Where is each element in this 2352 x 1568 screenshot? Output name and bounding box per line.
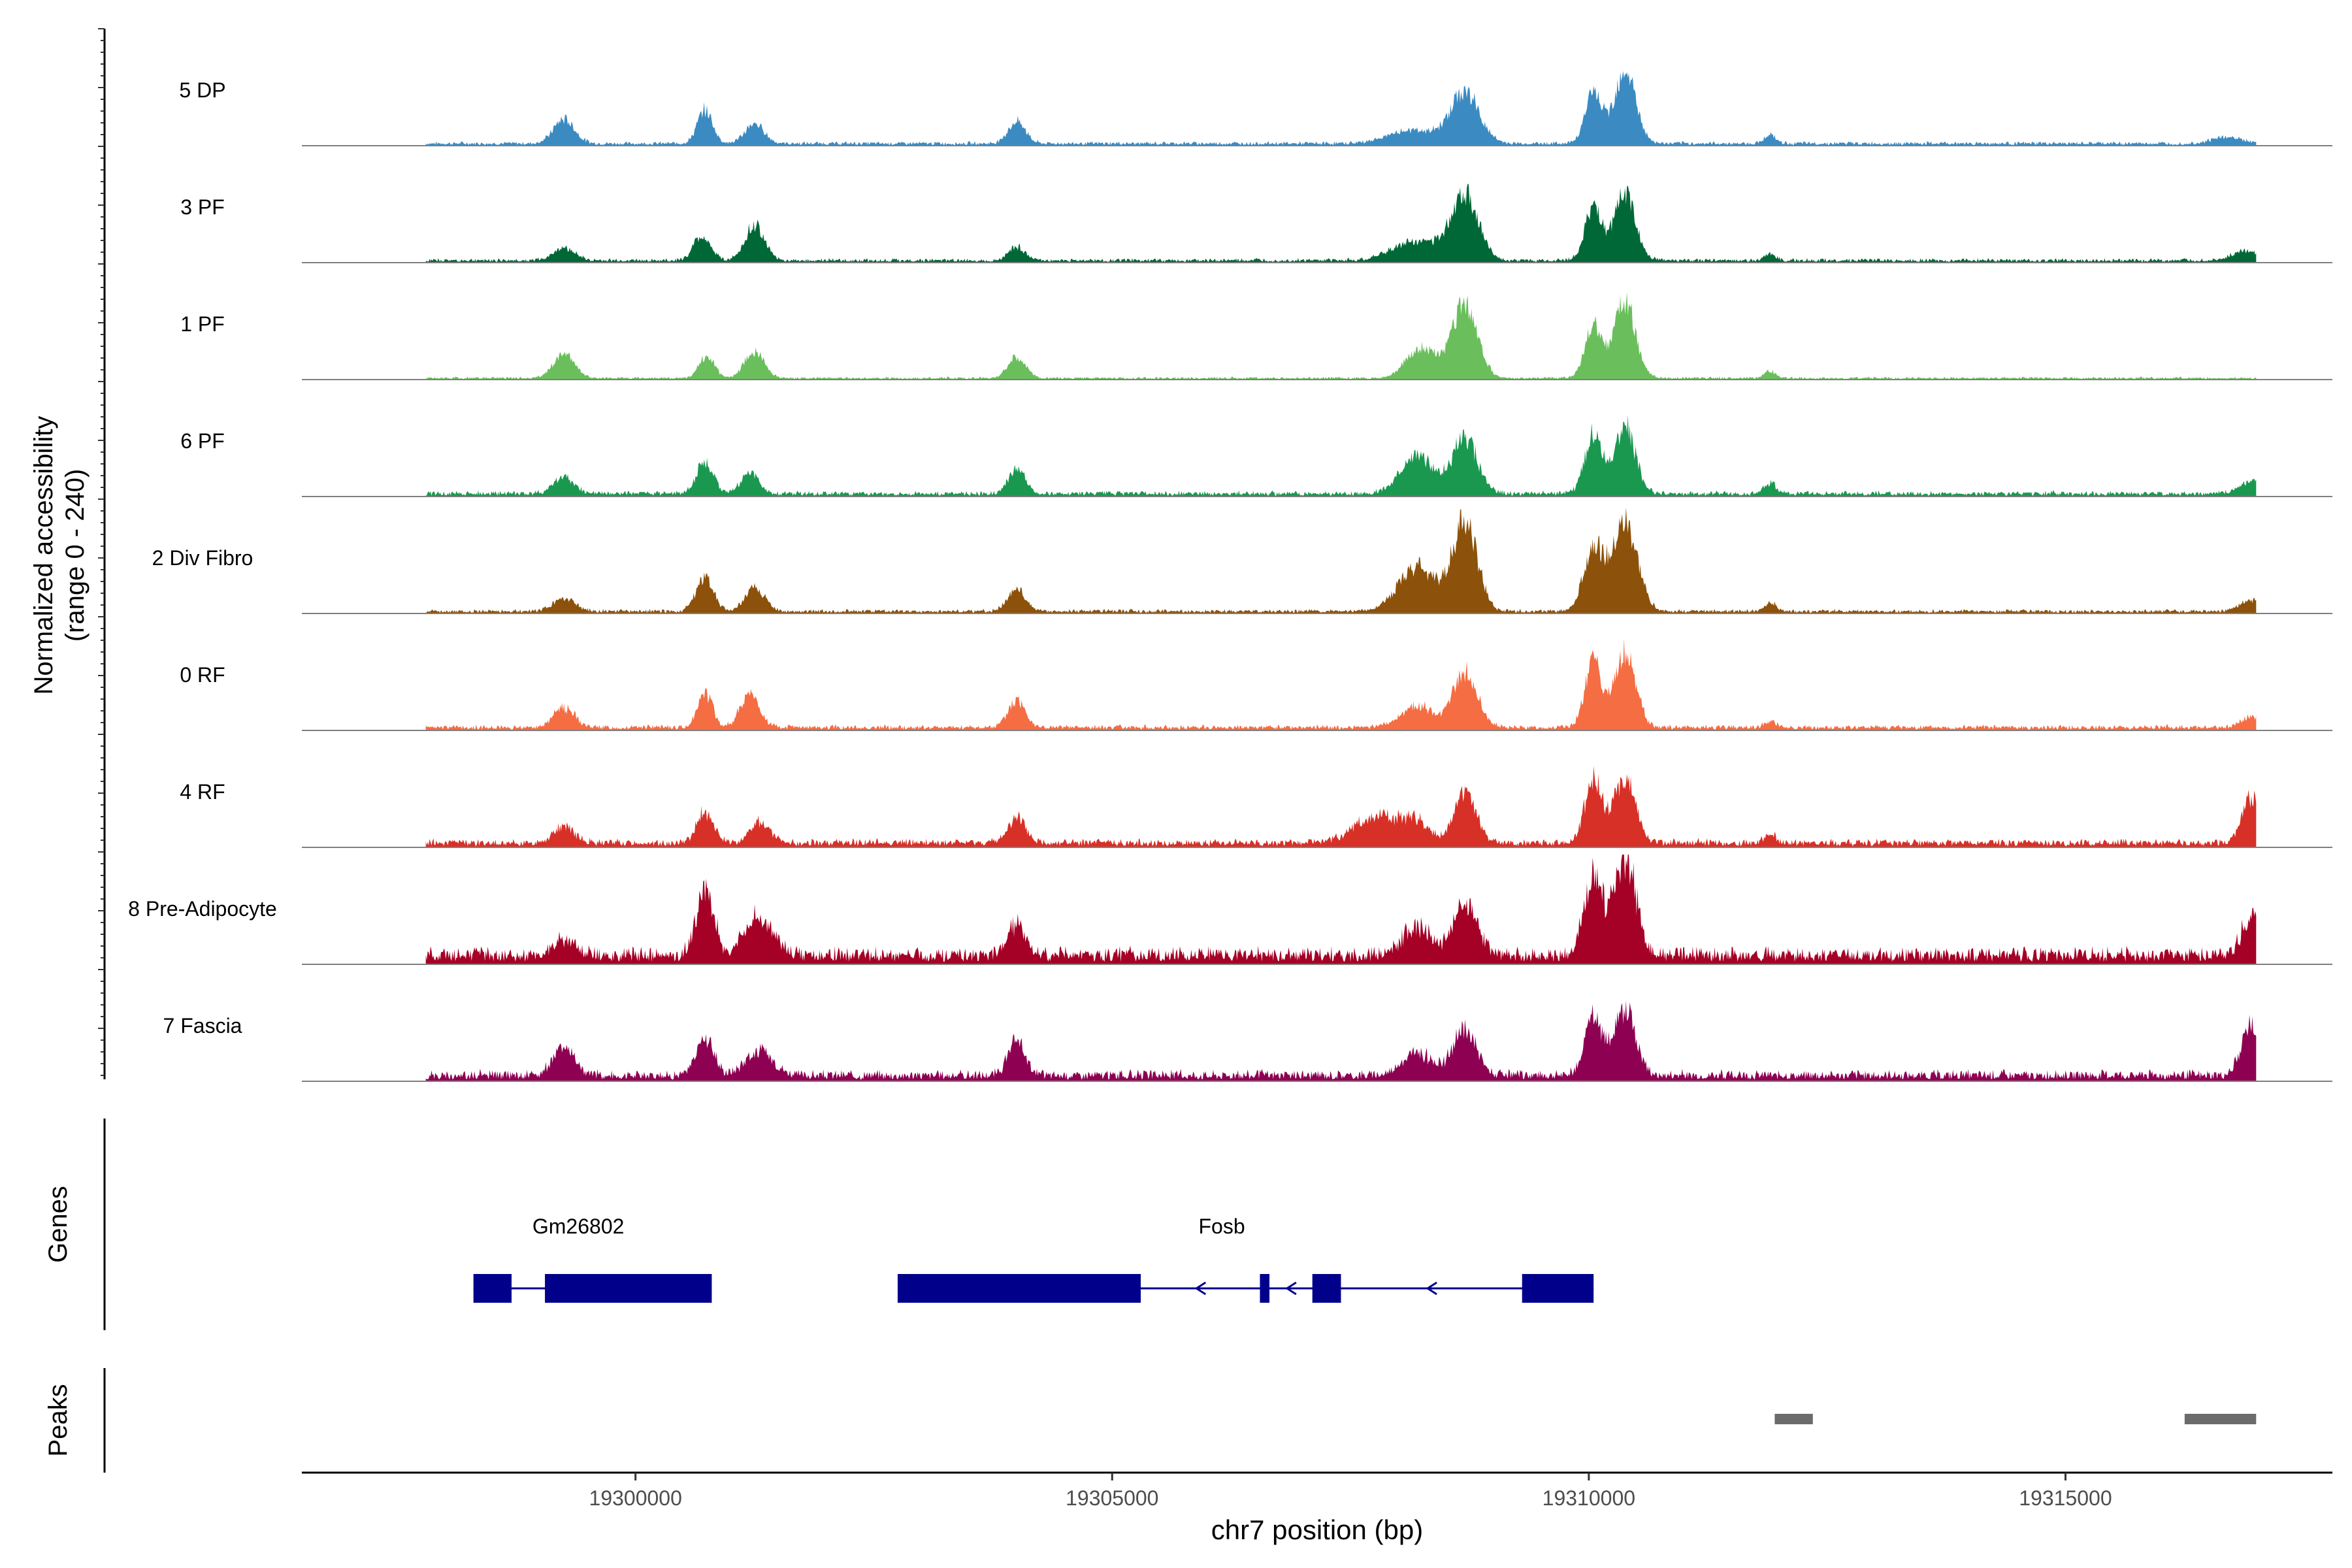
x-axis-label: chr7 position (bp) [1211, 1514, 1424, 1545]
gene-fosb: Fosb [897, 1215, 1594, 1303]
gene-exon [473, 1274, 512, 1303]
track-3-pf: 3 PF [180, 184, 2332, 263]
gene-exon [1522, 1274, 1594, 1303]
gene-annotation-track: Gm26802 Fosb [473, 1215, 1594, 1303]
track-0-rf: 0 RF [180, 638, 2332, 731]
track-label: 6 PF [180, 429, 225, 453]
genes-panel-label: Genes [44, 1186, 73, 1263]
coverage-y-axis-ticks [98, 28, 105, 1076]
track-2-div-fibro: 2 Div Fibro [152, 507, 2332, 614]
track-label: 8 Pre-Adipocyte [128, 897, 277, 921]
coverage-tracks: 5 DP 3 PF 1 PF 6 PF 2 Div Fibro 0 RF 4 RF 8 Pre… [128, 71, 2332, 1082]
track-label: 4 RF [180, 780, 225, 804]
gene-label: Fosb [1199, 1215, 1245, 1238]
coverage-area [425, 184, 2257, 263]
x-tick-label: 19310000 [1543, 1486, 1635, 1510]
gene-label: Gm26802 [532, 1215, 625, 1238]
coverage-area [425, 855, 2257, 964]
strand-arrow-icon [1194, 1281, 1207, 1296]
gene-exon [1312, 1274, 1341, 1303]
coverage-area [425, 1000, 2257, 1081]
track-label: 0 RF [180, 663, 225, 687]
track-label: 2 Div Fibro [152, 546, 253, 570]
track-label: 3 PF [180, 195, 225, 219]
gene-gm26802: Gm26802 [473, 1215, 712, 1303]
coverage-area [425, 766, 2257, 847]
coverage-area [425, 638, 2257, 730]
track-1-pf: 1 PF [180, 291, 2332, 380]
coverage-area [425, 415, 2257, 497]
x-tick-label: 19305000 [1066, 1486, 1158, 1510]
track-5-dp: 5 DP [179, 71, 2332, 146]
track-7-fascia: 7 Fascia [163, 1000, 2332, 1082]
y-axis-label-line2: (range 0 - 240) [61, 469, 90, 642]
x-axis-ticks: 19300000 19305000 19310000 19315000 [589, 1473, 2112, 1510]
track-label: 5 DP [179, 78, 225, 102]
track-label: 7 Fascia [163, 1014, 242, 1037]
track-6-pf: 6 PF [180, 415, 2332, 497]
coverage-area [425, 507, 2257, 613]
coverage-area [425, 291, 2257, 380]
peak-track [1774, 1414, 2257, 1424]
gene-exon [897, 1274, 1141, 1303]
track-8-pre-adipocyte: 8 Pre-Adipocyte [128, 855, 2332, 965]
strand-arrow-icon [1426, 1281, 1437, 1296]
x-tick-label: 19315000 [2019, 1486, 2112, 1510]
peaks-panel-label: Peaks [44, 1384, 73, 1456]
gene-exon [545, 1274, 712, 1303]
track-4-rf: 4 RF [180, 766, 2332, 848]
y-axis-label-line1: Normalized accessibility [29, 416, 58, 695]
x-tick-label: 19300000 [589, 1486, 682, 1510]
strand-arrow-icon [1285, 1281, 1297, 1296]
peak-region [1774, 1414, 1813, 1424]
track-label: 1 PF [180, 312, 225, 336]
peak-region [2184, 1414, 2257, 1424]
coverage-area [425, 71, 2257, 146]
gene-exon [1260, 1274, 1270, 1303]
